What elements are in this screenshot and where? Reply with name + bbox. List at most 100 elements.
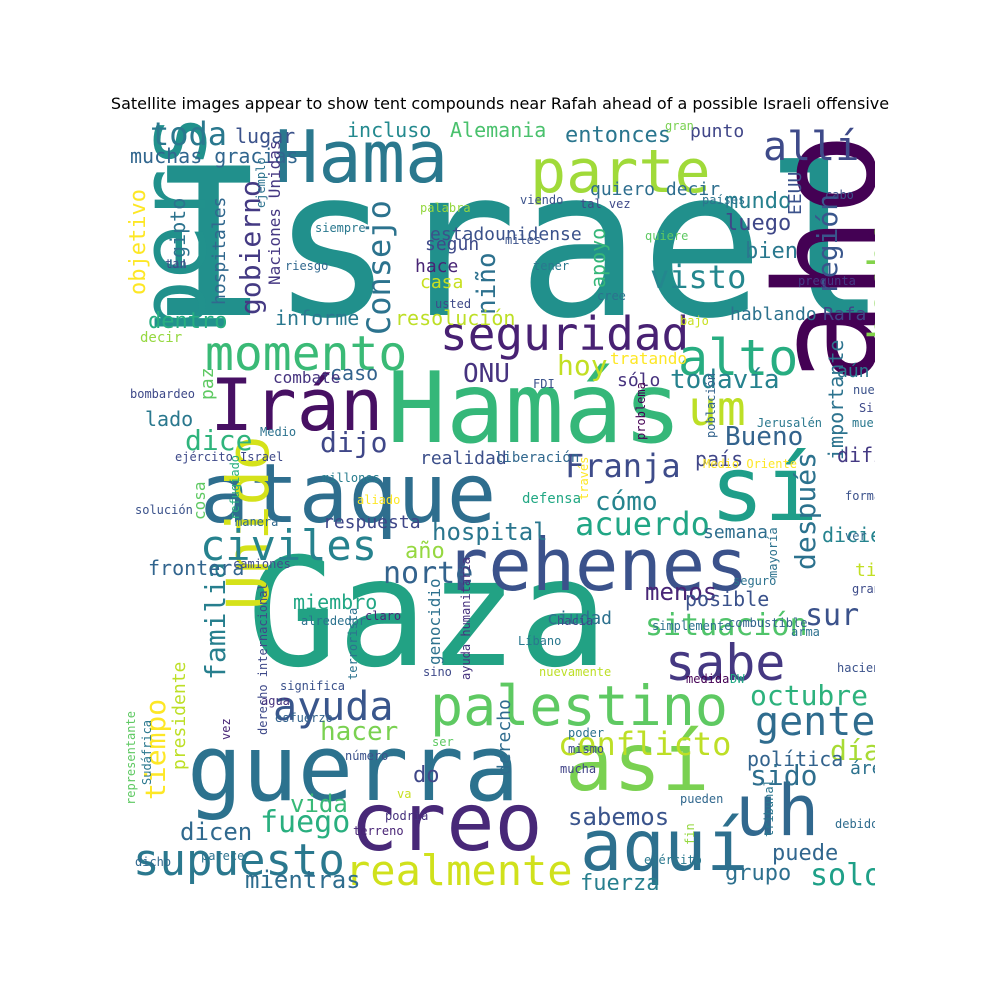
- word-millones: millones: [322, 471, 380, 485]
- word-tal-vez: tal vez: [580, 197, 631, 211]
- word-va: va: [397, 787, 411, 801]
- word-entonces: entonces: [565, 123, 671, 148]
- word-parte: parte: [530, 137, 711, 207]
- word-solucion: solución: [135, 503, 193, 517]
- word-traves: través: [577, 457, 591, 500]
- word-dificil: difícil: [837, 443, 875, 467]
- word-bien: bien: [745, 239, 798, 264]
- word-miles: miles: [505, 233, 541, 247]
- word-podria: podría: [385, 809, 428, 823]
- word-camiones: camiones: [233, 557, 291, 571]
- word-estadounidense: estadounidense: [430, 224, 582, 245]
- word-bombardeo: bombardeo: [130, 387, 195, 401]
- word-importante: importante: [824, 340, 848, 460]
- word-todavia: todavía: [670, 365, 780, 395]
- word-aqui: aquí: [580, 805, 749, 887]
- word-riesgo: riesgo: [285, 259, 328, 273]
- word-realidad: realidad: [420, 448, 507, 469]
- word-usted: usted: [435, 297, 471, 311]
- word-medio-oriente: Medio Oriente: [703, 457, 797, 471]
- word-eeuu: EEUU: [785, 172, 806, 215]
- word-derecho: derecho: [494, 699, 515, 775]
- word-familia: familia: [199, 562, 232, 680]
- word-ejemplo: ejemplo: [254, 157, 268, 208]
- word-ejercito-israel: ejército Israel: [175, 450, 283, 464]
- word-esfuerzo: esfuerzo: [275, 711, 333, 725]
- word-casa: casa: [420, 272, 463, 293]
- word-nuevo: nuevo: [853, 383, 875, 397]
- word-alli: allí: [763, 124, 859, 170]
- word-unido: Unido: [214, 435, 282, 610]
- word-hamas: Hamás: [387, 352, 682, 466]
- word-manera: manera: [235, 515, 278, 529]
- word-pregunta: pregunta: [798, 274, 856, 288]
- word-fin: fin: [683, 823, 697, 845]
- word-luego: luego: [725, 211, 791, 236]
- word-momento: momento: [205, 326, 407, 382]
- word-quiero-decir: quiero decir: [590, 179, 720, 200]
- word-quiere: quiere: [645, 229, 688, 243]
- word-norte: norte: [383, 556, 473, 591]
- word-incluso: incluso: [347, 120, 431, 142]
- word-ayuda-humanitaria: ayuda humanitaria: [459, 557, 473, 680]
- word-terreno: terreno: [353, 824, 404, 838]
- word-puede: puede: [772, 841, 838, 866]
- word-gaza: Gaza: [247, 527, 608, 701]
- word-grande: grande: [852, 582, 875, 596]
- word-visto: visto: [650, 258, 746, 296]
- word-cabo: cabo: [825, 188, 854, 202]
- word-despues: después: [789, 452, 822, 570]
- word-seguro: seguro: [733, 574, 776, 588]
- word-numero: número: [345, 749, 388, 763]
- word-caso: caso: [330, 361, 378, 385]
- word-objetivo: objetivo: [126, 189, 151, 295]
- word-vida: vida: [290, 790, 348, 818]
- word-si: sí: [710, 437, 818, 542]
- word-miembro: miembro: [293, 590, 377, 614]
- word-dice: dice: [185, 424, 252, 457]
- word-region: región: [811, 194, 844, 295]
- word-ejercito: ejército: [644, 853, 702, 867]
- word-poblacion: población: [704, 373, 718, 438]
- word-tener: tener: [533, 259, 569, 273]
- word-dentro: dentro: [148, 309, 227, 334]
- word-sabe: sabe: [665, 634, 785, 692]
- word-presidente: presidente: [169, 662, 190, 770]
- word-politica: política: [747, 747, 843, 771]
- word-como: cómo: [595, 487, 658, 517]
- word-iran: Irán: [210, 363, 383, 447]
- word-guerra: guerra: [187, 715, 519, 822]
- word-gran: gran: [665, 120, 694, 133]
- word-mundo: mundo: [725, 189, 791, 214]
- word-medio: Medio: [260, 425, 296, 439]
- word-forma: forma: [845, 489, 875, 503]
- word-tipo: tipo: [855, 560, 875, 581]
- word-creo: creo: [350, 776, 543, 869]
- chart-title: Satellite images appear to show tent com…: [110, 94, 890, 113]
- word-ataque: ataque: [200, 447, 496, 542]
- word-medida: medida: [686, 672, 729, 686]
- word-cloud: Israel Gaza ahora Hamás Hama persona guerra ata…: [125, 120, 875, 890]
- word-terrorista: terrorista: [346, 608, 360, 680]
- word-nino: niño: [472, 252, 502, 315]
- word-frontera: frontera: [148, 556, 244, 580]
- word-bajo: bajo: [680, 314, 709, 328]
- word-gobierno: gobierno: [234, 180, 267, 315]
- word-civiles: civiles: [200, 521, 377, 570]
- word-posible: posible: [685, 587, 769, 611]
- word-hama: Hama: [275, 120, 448, 199]
- word-punto: punto: [690, 121, 744, 142]
- word-hecho: hecho: [861, 220, 875, 340]
- word-hablando: hablando: [730, 304, 817, 325]
- word-resolucion: resolución: [395, 306, 515, 330]
- word-hoy: hoy: [557, 349, 608, 382]
- word-segun: según: [425, 234, 479, 255]
- word-sur: sur: [805, 598, 859, 633]
- word-palestino: palestino: [430, 674, 728, 738]
- word-rafa: Rafa: [823, 304, 866, 325]
- word-onu: ONU: [463, 359, 510, 389]
- word-defensa: defensa: [522, 491, 581, 507]
- word-mismo: mismo: [568, 742, 604, 756]
- word-dw: DW: [730, 672, 745, 686]
- word-asi: así: [565, 716, 710, 809]
